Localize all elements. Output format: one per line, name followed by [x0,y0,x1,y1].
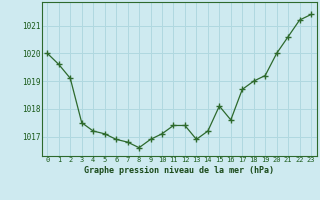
X-axis label: Graphe pression niveau de la mer (hPa): Graphe pression niveau de la mer (hPa) [84,166,274,175]
